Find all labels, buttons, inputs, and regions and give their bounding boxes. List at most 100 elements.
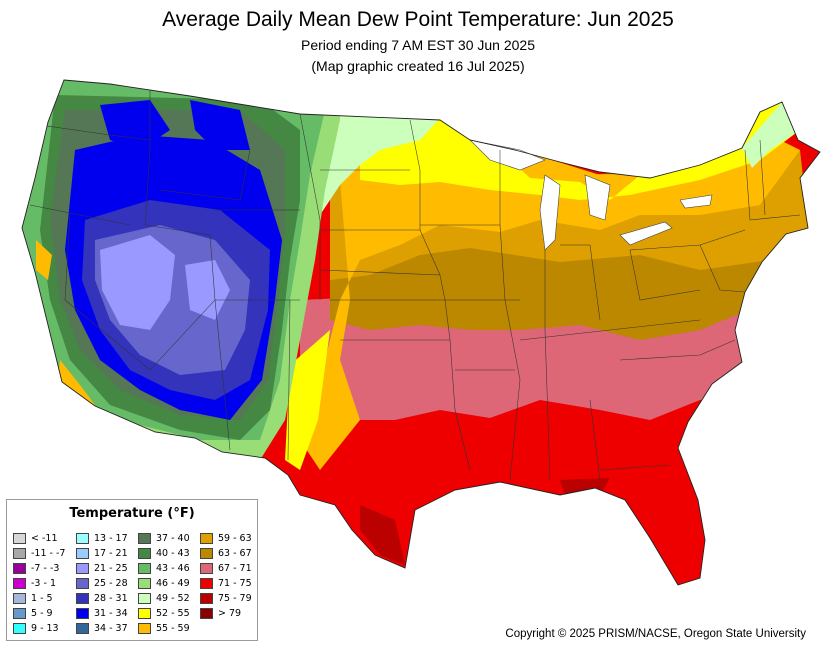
great-lakes bbox=[469, 139, 713, 251]
legend-column-4: 59 - 63 63 - 67 67 - 71 71 - 75 75 - 79 > 79 bbox=[200, 531, 252, 621]
legend-swatch bbox=[138, 563, 151, 574]
legend-swatch bbox=[76, 578, 89, 589]
legend-label: 55 - 59 bbox=[156, 623, 190, 634]
legend-column-3: 37 - 40 40 - 43 43 - 46 46 - 49 49 - 52 52 - … bbox=[138, 531, 190, 636]
zone-75-79-gulf bbox=[560, 478, 610, 495]
legend-item: 5 - 9 bbox=[13, 606, 65, 621]
legend-label: 46 - 49 bbox=[156, 578, 190, 589]
zone-52-55-southwest bbox=[285, 330, 330, 470]
legend-label: 21 - 25 bbox=[94, 563, 128, 574]
legend-label: 75 - 79 bbox=[218, 593, 252, 604]
border-ne-ks bbox=[319, 269, 441, 276]
legend-item: 31 - 34 bbox=[76, 606, 128, 621]
legend-item: 17 - 21 bbox=[76, 546, 128, 561]
legend-label: 31 - 34 bbox=[94, 608, 128, 619]
legend-item: 9 - 13 bbox=[13, 621, 65, 636]
copyright: Copyright © 2025 PRISM/NACSE, Oregon Sta… bbox=[505, 628, 806, 640]
lake-ontario bbox=[679, 194, 713, 209]
zone-31-34-montana bbox=[190, 100, 250, 150]
legend-label: 63 - 67 bbox=[218, 548, 252, 559]
lake-michigan bbox=[539, 174, 561, 251]
legend-item: 21 - 25 bbox=[76, 561, 128, 576]
legend-swatch bbox=[138, 593, 151, 604]
legend-item: 1 - 5 bbox=[13, 591, 65, 606]
legend-swatch bbox=[13, 608, 26, 619]
zone-55-59-socal bbox=[58, 360, 95, 405]
border-wa-or bbox=[39, 124, 151, 141]
legend-swatch bbox=[13, 548, 26, 559]
legend-label: 49 - 52 bbox=[156, 593, 190, 604]
legend-label: -7 - -3 bbox=[31, 563, 60, 574]
legend-item: 67 - 71 bbox=[200, 561, 252, 576]
legend-swatch bbox=[200, 578, 213, 589]
legend-label: -11 - -7 bbox=[31, 548, 66, 559]
zone-55-59 bbox=[300, 120, 800, 470]
legend-label: 5 - 9 bbox=[31, 608, 53, 619]
zone-49-52-maine bbox=[742, 102, 800, 168]
map-subtitle-created: (Map graphic created 16 Jul 2025) bbox=[311, 58, 525, 74]
state-boundaries bbox=[29, 90, 801, 481]
border-dakotas-west bbox=[299, 113, 321, 300]
border-vt-nh bbox=[759, 139, 766, 216]
zone-21-25 bbox=[100, 235, 175, 330]
legend-item: 43 - 46 bbox=[138, 561, 190, 576]
legend-item: 46 - 49 bbox=[138, 576, 190, 591]
legend-label: < -11 bbox=[31, 533, 58, 544]
legend-item: -7 - -3 bbox=[13, 561, 65, 576]
legend-swatch bbox=[76, 548, 89, 559]
legend-swatch bbox=[76, 533, 89, 544]
legend-label: 34 - 37 bbox=[94, 623, 128, 634]
border-md-de bbox=[699, 244, 746, 293]
legend-label: 17 - 21 bbox=[94, 548, 128, 559]
legend-label: 67 - 71 bbox=[218, 563, 252, 574]
legend-item: 75 - 79 bbox=[200, 591, 252, 606]
legend-item: 34 - 37 bbox=[76, 621, 128, 636]
legend-item: 52 - 55 bbox=[138, 606, 190, 621]
legend-swatch bbox=[76, 608, 89, 619]
border-mn-ia-mo bbox=[409, 119, 451, 341]
border-ga-fl bbox=[599, 464, 671, 471]
legend-item: 40 - 43 bbox=[138, 546, 190, 561]
zone-55-59-bay bbox=[36, 240, 52, 280]
legend-swatch bbox=[13, 623, 26, 634]
legend-swatch bbox=[138, 548, 151, 559]
border-nc-sc bbox=[619, 339, 736, 361]
legend-label: -3 - 1 bbox=[31, 578, 56, 589]
legend-swatch bbox=[13, 578, 26, 589]
legend-swatch bbox=[200, 548, 213, 559]
border-mt-wy bbox=[159, 149, 251, 201]
border-ma bbox=[749, 214, 801, 221]
legend-title: Temperature (°F) bbox=[69, 506, 195, 521]
border-ny-vt bbox=[744, 149, 751, 221]
border-al-ga bbox=[589, 399, 601, 481]
legend-swatch bbox=[13, 533, 26, 544]
border-ky-tn bbox=[519, 319, 701, 341]
legend-swatch bbox=[13, 593, 26, 604]
legend-label: 43 - 46 bbox=[156, 563, 190, 574]
border-il-in-ms-al bbox=[544, 250, 551, 481]
map-subtitle-period: Period ending 7 AM EST 30 Jun 2025 bbox=[300, 37, 535, 53]
lake-superior bbox=[469, 139, 546, 171]
legend: Temperature (°F) < -11 -11 - -7 -7 - -3 -3 … bbox=[6, 499, 258, 641]
legend-label: 59 - 63 bbox=[218, 533, 252, 544]
map-title: Average Daily Mean Dew Point Temperature… bbox=[162, 8, 674, 31]
legend-label: 9 - 13 bbox=[31, 623, 59, 634]
legend-label: 28 - 31 bbox=[94, 593, 128, 604]
legend-label: > 79 bbox=[218, 608, 242, 619]
legend-label: 71 - 75 bbox=[218, 578, 252, 589]
legend-item: 63 - 67 bbox=[200, 546, 252, 561]
legend-label: 13 - 17 bbox=[94, 533, 128, 544]
border-nm bbox=[287, 299, 291, 461]
legend-item: -11 - -7 bbox=[13, 546, 65, 561]
border-in-oh bbox=[560, 244, 601, 321]
legend-swatch bbox=[200, 608, 213, 619]
legend-item: 28 - 31 bbox=[76, 591, 128, 606]
legend-item: 13 - 17 bbox=[76, 531, 128, 546]
us-outline bbox=[21, 79, 821, 586]
legend-label: 52 - 55 bbox=[156, 608, 190, 619]
legend-swatch bbox=[76, 593, 89, 604]
legend-item: 25 - 28 bbox=[76, 576, 128, 591]
border-id bbox=[144, 90, 151, 226]
legend-swatch bbox=[200, 533, 213, 544]
